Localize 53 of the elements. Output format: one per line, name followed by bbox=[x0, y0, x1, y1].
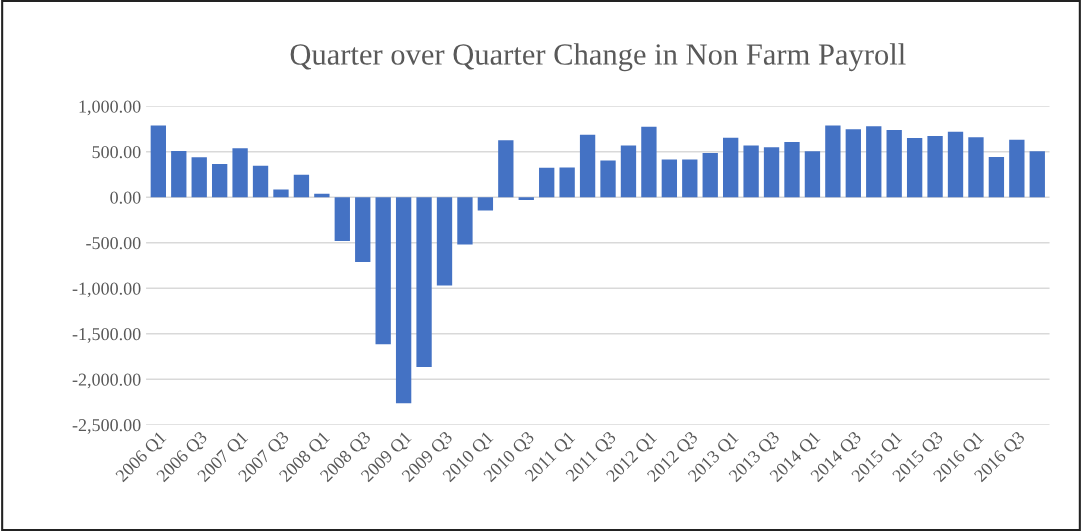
bar bbox=[906, 138, 923, 198]
bar bbox=[825, 125, 841, 198]
bar bbox=[477, 197, 494, 211]
bar bbox=[232, 148, 248, 198]
bar bbox=[518, 197, 534, 201]
bar bbox=[559, 167, 575, 198]
bar bbox=[273, 189, 289, 198]
bar bbox=[661, 159, 678, 198]
bar bbox=[1009, 139, 1025, 198]
y-tick-label: 500.00 bbox=[92, 145, 141, 159]
y-tick-label: -1,500.00 bbox=[72, 328, 141, 343]
y-tick-label: 1,000.00 bbox=[79, 100, 141, 116]
bar bbox=[355, 197, 371, 263]
y-tick-label: -1,000.00 bbox=[72, 282, 141, 298]
bar bbox=[457, 197, 473, 245]
bar bbox=[866, 126, 882, 198]
bar bbox=[539, 167, 555, 198]
bar bbox=[600, 160, 616, 198]
bar bbox=[968, 137, 984, 198]
bar bbox=[743, 145, 759, 198]
bar bbox=[620, 145, 637, 198]
y-tick-label: -2,000.00 bbox=[72, 373, 141, 389]
bar bbox=[927, 135, 943, 198]
bar bbox=[436, 197, 453, 286]
bar bbox=[395, 197, 412, 404]
y-tick-label: -500.00 bbox=[86, 237, 141, 250]
bar bbox=[171, 150, 187, 198]
bar bbox=[845, 129, 861, 198]
bar bbox=[416, 197, 432, 367]
bar bbox=[314, 193, 330, 198]
bar bbox=[334, 197, 350, 242]
bar bbox=[723, 137, 739, 198]
bar bbox=[641, 126, 657, 198]
bar bbox=[763, 147, 780, 198]
y-tick-label: 0.00 bbox=[110, 191, 141, 204]
bar bbox=[988, 156, 1005, 198]
bar bbox=[682, 159, 698, 198]
bar bbox=[252, 165, 269, 198]
y-tick-label: -2,500.00 bbox=[72, 419, 141, 434]
bar bbox=[579, 134, 596, 198]
bar bbox=[150, 125, 166, 198]
bar bbox=[947, 131, 964, 198]
bar bbox=[1029, 151, 1045, 198]
bar bbox=[804, 151, 821, 198]
bar bbox=[211, 164, 228, 198]
bar bbox=[191, 157, 207, 198]
bar bbox=[293, 174, 310, 198]
chart-title: Quarter over Quarter Change in Non Farm Payroll bbox=[290, 43, 906, 72]
bar bbox=[702, 153, 718, 198]
bar bbox=[784, 141, 800, 198]
bar bbox=[886, 130, 902, 198]
bar bbox=[375, 197, 391, 345]
bar bbox=[498, 140, 514, 198]
